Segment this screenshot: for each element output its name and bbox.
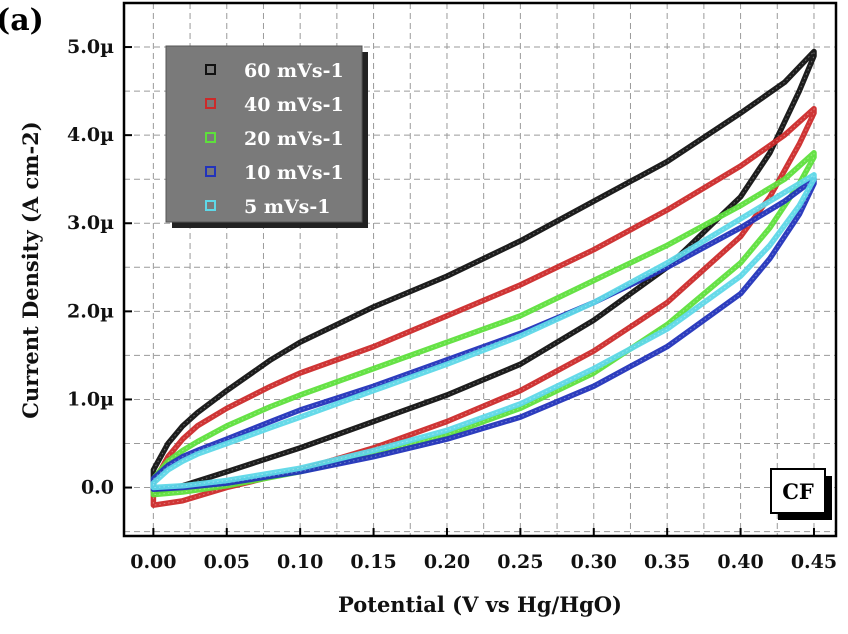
- x-tick-label: 0.20: [424, 551, 470, 573]
- series-layer: [150, 48, 817, 508]
- legend-marker: [205, 64, 216, 75]
- legend-label: 5 mVs-1: [244, 196, 330, 218]
- x-axis-title: Potential (V vs Hg/HgO): [338, 592, 622, 617]
- cf-tag: CF: [770, 468, 832, 520]
- legend-items: 60 mVs-1 40 mVs-1 20 mVs-1 10 mVs-1 5 mVs-1: [205, 60, 344, 218]
- y-tick-label: 0.0: [81, 477, 114, 499]
- legend-marker: [205, 98, 216, 109]
- y-axis-title: Current Density (A cm-2): [18, 121, 43, 418]
- legend-label: 40 mVs-1: [244, 94, 344, 116]
- legend-marker: [205, 132, 216, 143]
- y-tick-label: 1.0µ: [67, 388, 114, 410]
- x-tick-label: 0.10: [277, 551, 323, 573]
- series-marker-texture: [152, 178, 815, 490]
- panel-label: (a): [0, 3, 44, 38]
- cf-tag-text: CF: [782, 479, 814, 504]
- series-line: [150, 172, 817, 491]
- x-tick-label: 0.40: [717, 551, 763, 573]
- x-tick-label: 0.35: [644, 551, 690, 573]
- cf-tag-box: [770, 468, 826, 514]
- y-tick-label: 5.0µ: [67, 36, 114, 58]
- legend-marker: [205, 200, 216, 211]
- y-tick-label: 4.0µ: [67, 124, 114, 146]
- series-line: [150, 48, 817, 495]
- series-marker-texture: [152, 107, 815, 506]
- x-tick-label: 0.30: [571, 551, 617, 573]
- series-marker-texture: [152, 50, 815, 493]
- legend-label: 10 mVs-1: [244, 162, 344, 184]
- x-tick-label: 0.05: [204, 551, 250, 573]
- legend: 60 mVs-1 40 mVs-1 20 mVs-1 10 mVs-1 5 mVs-1: [165, 45, 368, 228]
- y-tick-label: 3.0µ: [67, 212, 114, 234]
- x-tick-label: 0.00: [130, 551, 176, 573]
- legend-marker: [205, 166, 216, 177]
- series-5-mvs-1: [150, 172, 817, 491]
- x-tick-label: 0.15: [350, 551, 396, 573]
- legend-box: [165, 45, 363, 223]
- legend-label: 60 mVs-1: [244, 60, 344, 82]
- axis-ticks: 0.00 0.05 0.10 0.15 0.20 0.25 0.30 0.35 0.40 0.45…: [67, 36, 837, 573]
- x-tick-label: 0.45: [791, 551, 837, 573]
- plot-frame: [122, 1, 838, 538]
- series-60-mvs-1: [150, 48, 817, 495]
- legend-label: 20 mVs-1: [244, 128, 344, 150]
- y-tick-label: 2.0µ: [67, 300, 114, 322]
- x-tick-label: 0.25: [497, 551, 543, 573]
